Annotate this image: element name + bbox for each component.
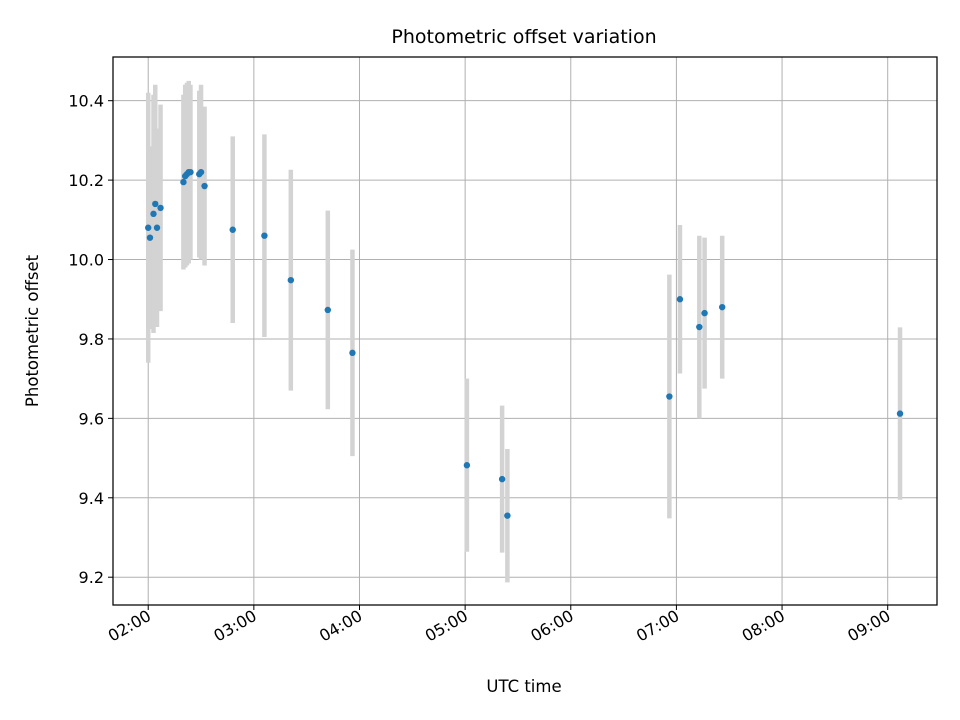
data-point — [187, 168, 194, 176]
data-point — [349, 349, 356, 357]
y-tick-label: 10.2 — [68, 171, 104, 190]
data-point — [718, 303, 726, 311]
data-point — [150, 210, 157, 218]
data-point — [201, 182, 208, 190]
y-axis-title: Photometric offset — [23, 254, 42, 407]
y-tick-label: 9.2 — [79, 568, 104, 587]
data-point — [152, 200, 159, 208]
data-point — [896, 410, 904, 417]
data-point — [666, 393, 673, 400]
data-point — [146, 234, 154, 241]
y-tick-label: 10.0 — [68, 251, 104, 270]
data-point — [261, 232, 268, 239]
chart-title: Photometric offset variation — [391, 26, 656, 48]
x-axis-title: UTC time — [486, 677, 561, 696]
data-point — [676, 296, 684, 303]
data-point — [498, 475, 506, 483]
data-point — [324, 306, 332, 314]
data-point — [696, 323, 703, 331]
data-point — [463, 462, 471, 469]
grid — [113, 57, 937, 605]
y-tick-label: 9.8 — [79, 330, 104, 349]
data-point — [287, 276, 295, 284]
data-point — [701, 309, 708, 317]
y-tick-label: 9.4 — [79, 489, 104, 508]
y-tick-label: 9.6 — [79, 409, 104, 428]
data-point — [157, 204, 164, 212]
data-point — [504, 512, 511, 519]
data-point — [180, 178, 187, 186]
y-tick-label: 10.4 — [68, 92, 104, 111]
data-points — [145, 168, 904, 519]
data-point — [153, 224, 161, 231]
data-point — [197, 168, 205, 176]
data-point — [145, 224, 152, 231]
plot-frame — [112, 56, 938, 606]
data-point — [229, 226, 236, 233]
